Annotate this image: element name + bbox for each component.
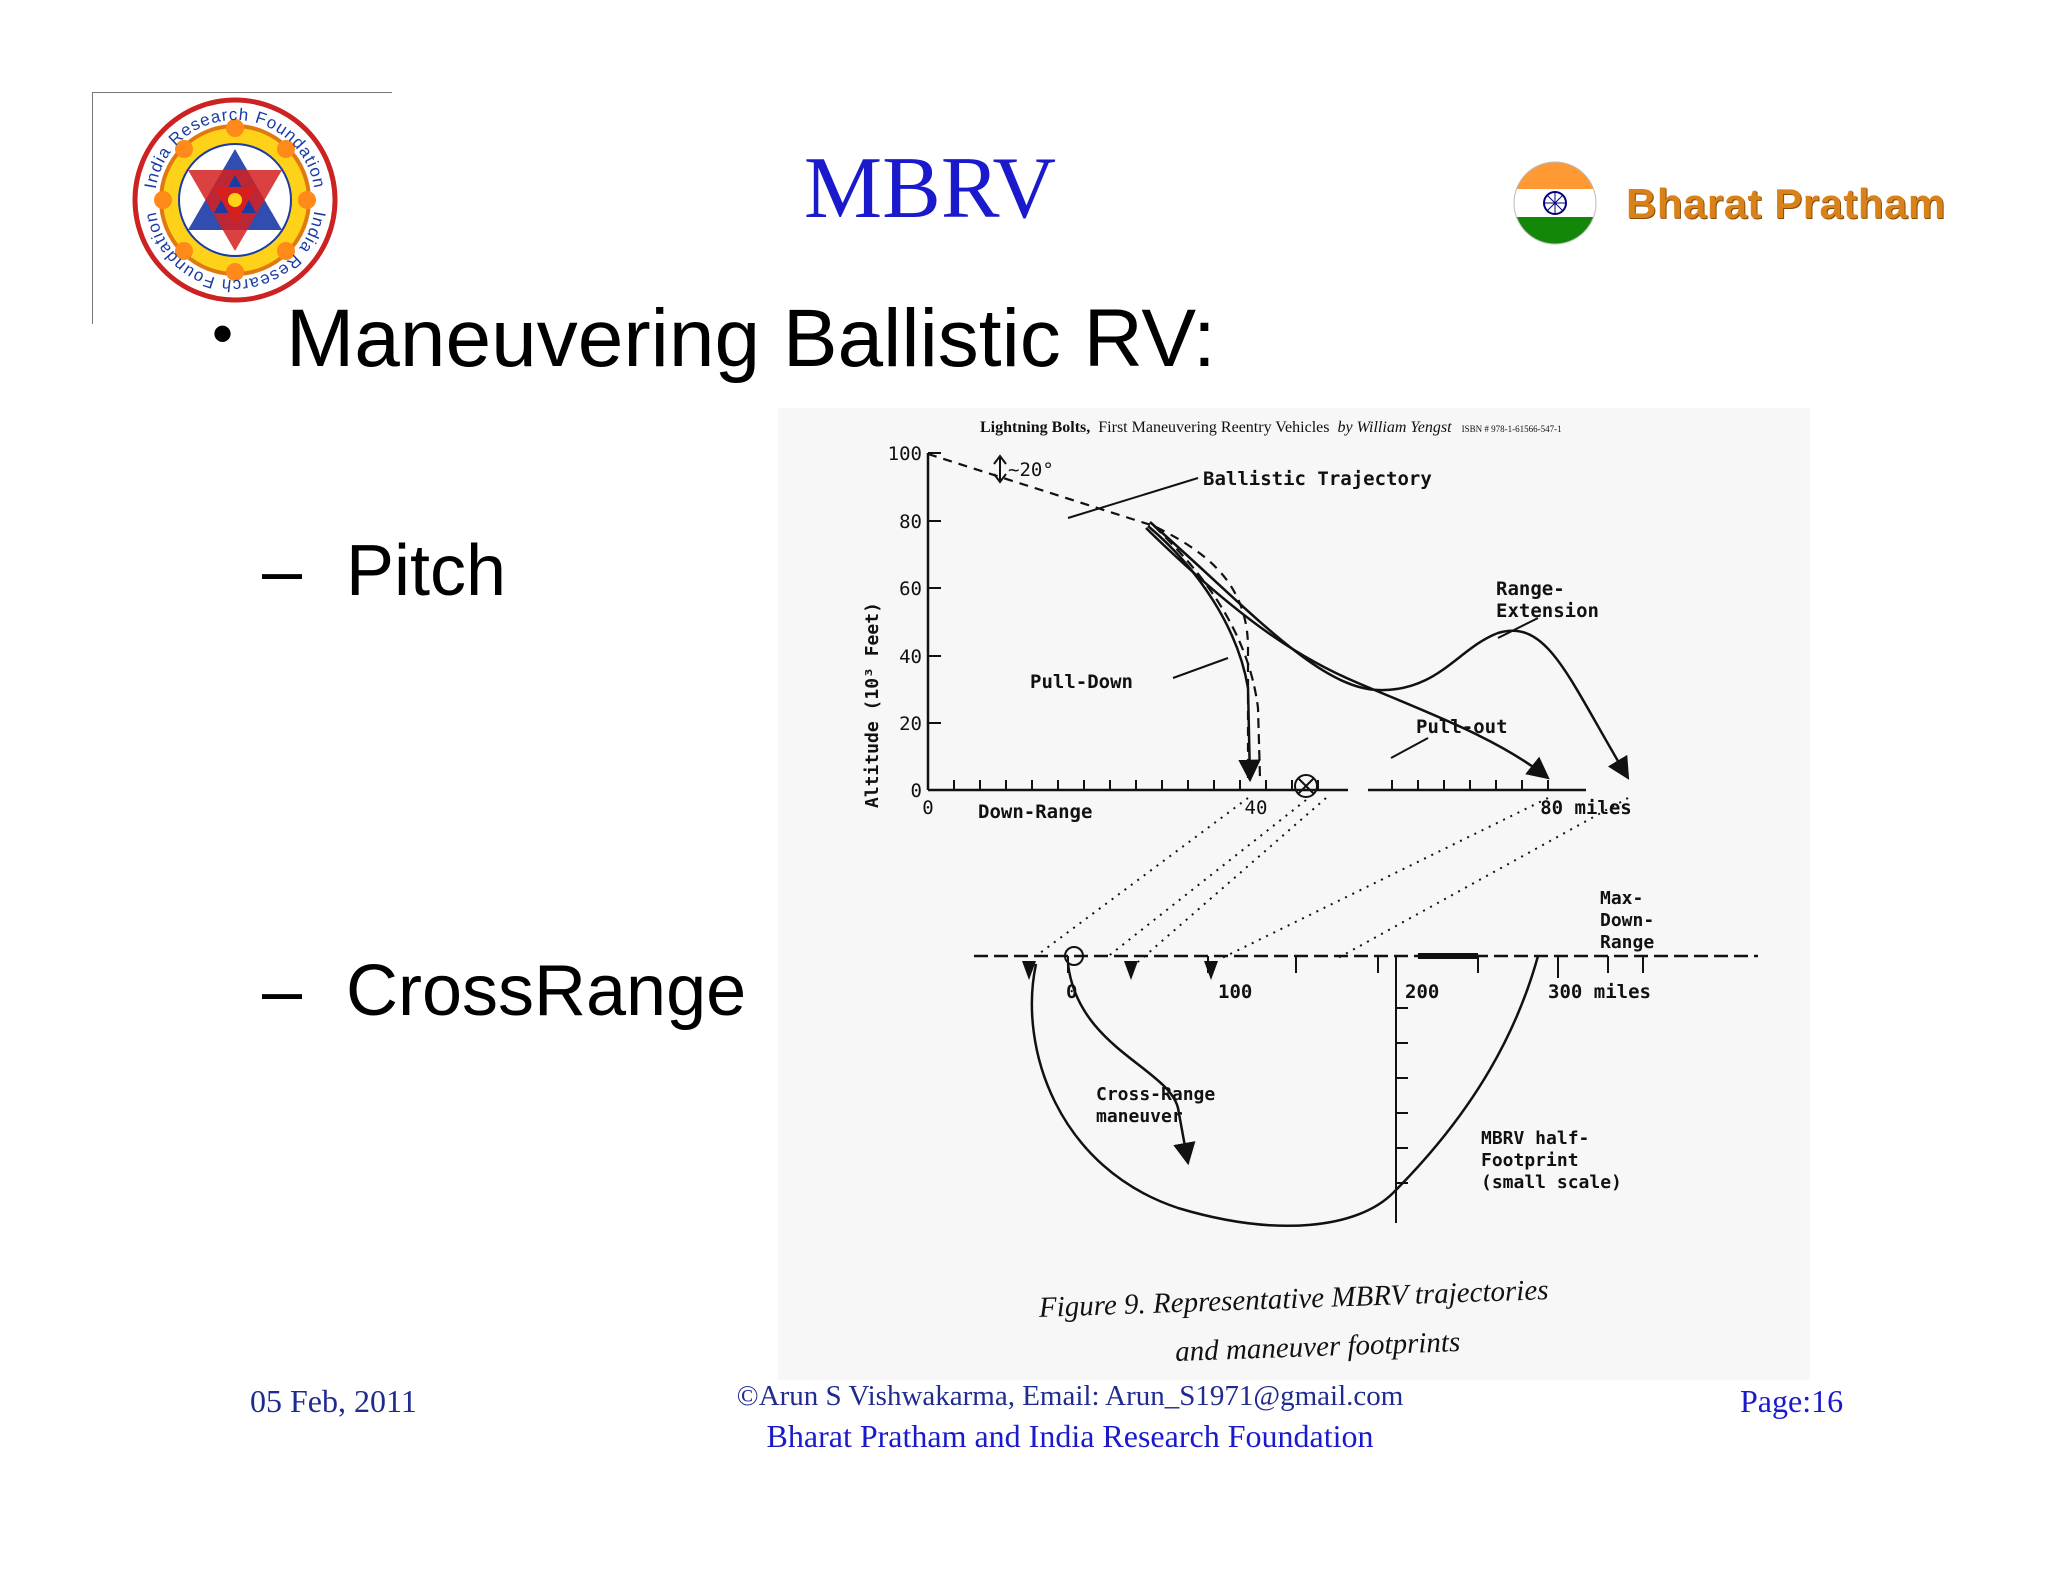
label-leaders	[1067, 477, 1539, 759]
cross-range-maneuver-path	[1066, 963, 1196, 1166]
label-ballistic-trajectory: Ballistic Trajectory	[1203, 468, 1432, 490]
label-footprint-2: Footprint	[1481, 1150, 1579, 1171]
entry-angle-indicator	[993, 454, 1007, 484]
entry-angle-label: ~20°	[1008, 459, 1054, 481]
figure-caption-line-1: Figure 9. Representative MBRV trajectori…	[1037, 1274, 1549, 1324]
label-max-down-range-2: Down-	[1600, 910, 1654, 931]
projection-lines	[1035, 797, 1629, 963]
bottom-axis-ticks	[1067, 956, 1644, 978]
downrange-axis-label: Down-Range	[978, 801, 1092, 823]
bharat-pratham-wordmark: Bharat Pratham	[1626, 180, 1946, 227]
figure-background	[778, 408, 1810, 1380]
slide-corner-rule-horizontal	[92, 92, 392, 93]
footer-date: 05 Feb, 2011	[250, 1383, 417, 1419]
target-marker	[1294, 774, 1318, 798]
half-footprint-boundary	[1030, 955, 1540, 1227]
slide-title: MBRV	[803, 140, 1057, 237]
pull-down-trajectory	[1147, 525, 1261, 783]
ballistic-continuation	[1153, 525, 1262, 779]
sub-bullet-pitch-text: Pitch	[346, 531, 507, 611]
bottom-xtick-0: 0	[1066, 981, 1077, 1003]
figure-caption-line-2: and maneuver footprints	[1175, 1326, 1461, 1368]
altitude-axis-label: Altitude (10³ Feet)	[862, 602, 883, 808]
footer-copyright: ©Arun S Vishwakarma, Email: Arun_S1971@g…	[736, 1380, 1404, 1412]
crossrange-ticks	[1396, 1007, 1408, 1184]
footer-organization: Bharat Pratham and India Research Founda…	[766, 1418, 1374, 1454]
main-bullet: • Maneuvering Ballistic RV:	[212, 298, 1216, 380]
india-research-foundation-logo: India Research Foundation India Research…	[132, 97, 338, 303]
bottom-xtick-100: 100	[1218, 981, 1252, 1003]
xtick-0: 0	[922, 797, 933, 819]
label-footprint-1: MBRV half-	[1481, 1128, 1589, 1149]
main-bullet-text: Maneuvering Ballistic RV:	[286, 293, 1216, 384]
launch-origin-marker	[1064, 946, 1084, 966]
sub-bullet-crossrange-text: CrossRange	[346, 951, 747, 1031]
sub-bullet-crossrange: – CrossRange	[262, 955, 746, 1027]
label-pull-down: Pull-Down	[1030, 671, 1133, 693]
label-range-extension-2: Extension	[1496, 600, 1599, 622]
ytick-100: 100	[888, 443, 922, 465]
bullet-glyph: •	[212, 300, 234, 367]
ytick-0: 0	[911, 780, 922, 802]
dash-glyph: –	[262, 531, 303, 611]
pull-out-trajectory	[1145, 527, 1550, 780]
label-pull-out: Pull-out	[1416, 716, 1508, 738]
sub-bullet-pitch: – Pitch	[262, 535, 506, 607]
label-cross-range-1: Cross-Range	[1096, 1084, 1215, 1105]
altitude-ticks	[928, 452, 941, 791]
range-extension-trajectory	[1149, 521, 1630, 780]
bottom-xtick-300-miles: 300 miles	[1548, 981, 1651, 1003]
ytick-60: 60	[899, 578, 922, 600]
label-range-extension-1: Range-	[1496, 578, 1565, 600]
figure-source: Lightning Bolts, First Maneuvering Reent…	[980, 419, 1562, 436]
xtick-80-miles: 80 miles	[1540, 797, 1632, 819]
label-max-down-range-3: Range	[1600, 932, 1654, 953]
ytick-20: 20	[899, 713, 922, 735]
dash-glyph: –	[262, 951, 303, 1031]
label-max-down-range-1: Max-	[1600, 888, 1643, 909]
downrange-ticks	[953, 780, 1549, 790]
trajectory-diagram: Lightning Bolts, First Maneuvering Reent…	[862, 419, 1758, 1368]
bottom-xtick-200: 200	[1405, 981, 1439, 1003]
label-cross-range-2: maneuver	[1096, 1106, 1183, 1127]
mbrv-trajectory-figure: Lightning Bolts, First Maneuvering Reent…	[778, 408, 1810, 1380]
ytick-40: 40	[899, 646, 922, 668]
label-footprint-3: (small scale)	[1481, 1172, 1622, 1193]
footer-page-number: Page:16	[1740, 1383, 1844, 1419]
xtick-40: 40	[1245, 797, 1268, 819]
ballistic-trajectory	[927, 452, 1250, 778]
slide-corner-rule-vertical	[92, 92, 93, 324]
bharat-pratham-flag-globe-icon	[1513, 161, 1597, 245]
impact-arrowheads	[1022, 961, 1218, 980]
ytick-80: 80	[899, 511, 922, 533]
